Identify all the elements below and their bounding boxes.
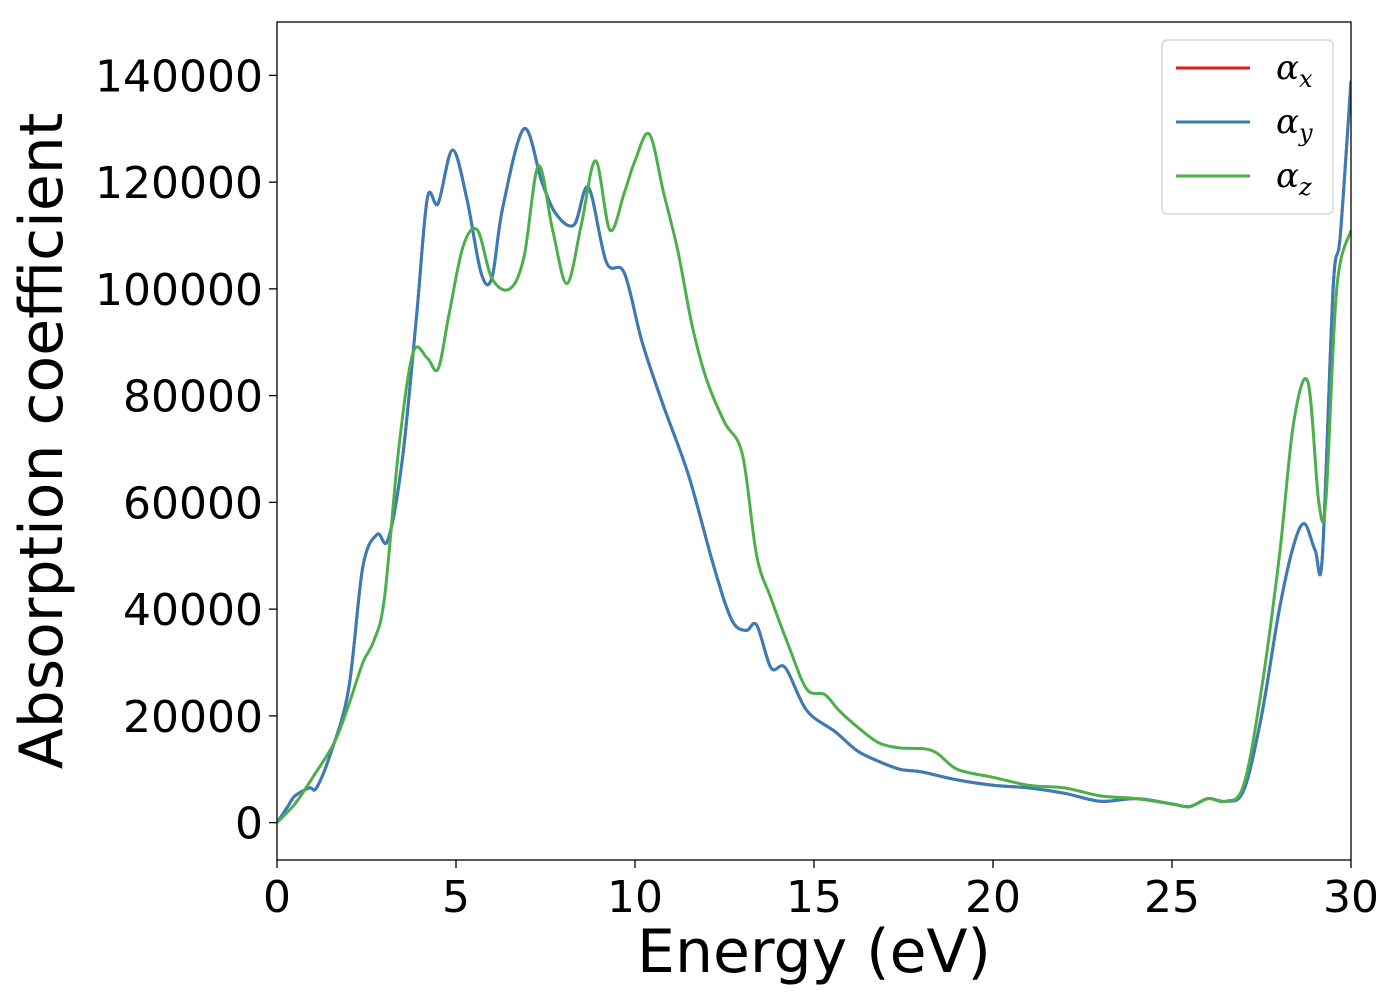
y-tick-label: 80000 xyxy=(123,372,263,423)
series-line-y xyxy=(277,80,1351,824)
legend-subscript: y xyxy=(1298,119,1313,147)
x-tick-label: 30 xyxy=(1323,872,1379,923)
legend-label-y: αy xyxy=(1276,102,1313,147)
legend-box xyxy=(1161,39,1334,215)
legend-symbol: α xyxy=(1276,48,1299,88)
y-axis-title: Absorption coefficient xyxy=(7,113,77,770)
plot-frame xyxy=(276,21,1352,861)
x-tick-label: 5 xyxy=(442,872,470,923)
x-tick-label: 10 xyxy=(607,872,663,923)
y-tick-label: 140000 xyxy=(95,51,263,102)
y-axis-ticks: 0 20000 40000 60000 80000 100000 120000 140000 xyxy=(95,51,277,850)
legend-symbol: α xyxy=(1276,156,1299,196)
x-tick-label: 0 xyxy=(263,872,291,923)
legend-label-z: αz xyxy=(1276,156,1312,201)
y-tick-label: 100000 xyxy=(95,265,263,316)
x-tick-label: 20 xyxy=(965,872,1021,923)
x-axis-title: Energy (eV) xyxy=(637,917,991,987)
y-tick-label: 20000 xyxy=(123,692,263,743)
legend-symbol: α xyxy=(1276,102,1299,142)
x-tick-label: 15 xyxy=(786,872,842,923)
y-tick-label: 0 xyxy=(235,799,263,850)
x-axis-ticks: 0 5 10 15 20 25 30 xyxy=(263,860,1379,923)
series-lines xyxy=(277,80,1351,824)
y-tick-label: 120000 xyxy=(95,158,263,209)
legend-label-x: αx xyxy=(1276,48,1313,93)
legend-subscript: x xyxy=(1299,65,1313,93)
series-line-z xyxy=(277,131,1351,824)
legend-subscript: z xyxy=(1298,173,1312,201)
x-tick-label: 25 xyxy=(1144,872,1200,923)
y-tick-label: 60000 xyxy=(123,478,263,529)
y-tick-label: 40000 xyxy=(123,585,263,636)
